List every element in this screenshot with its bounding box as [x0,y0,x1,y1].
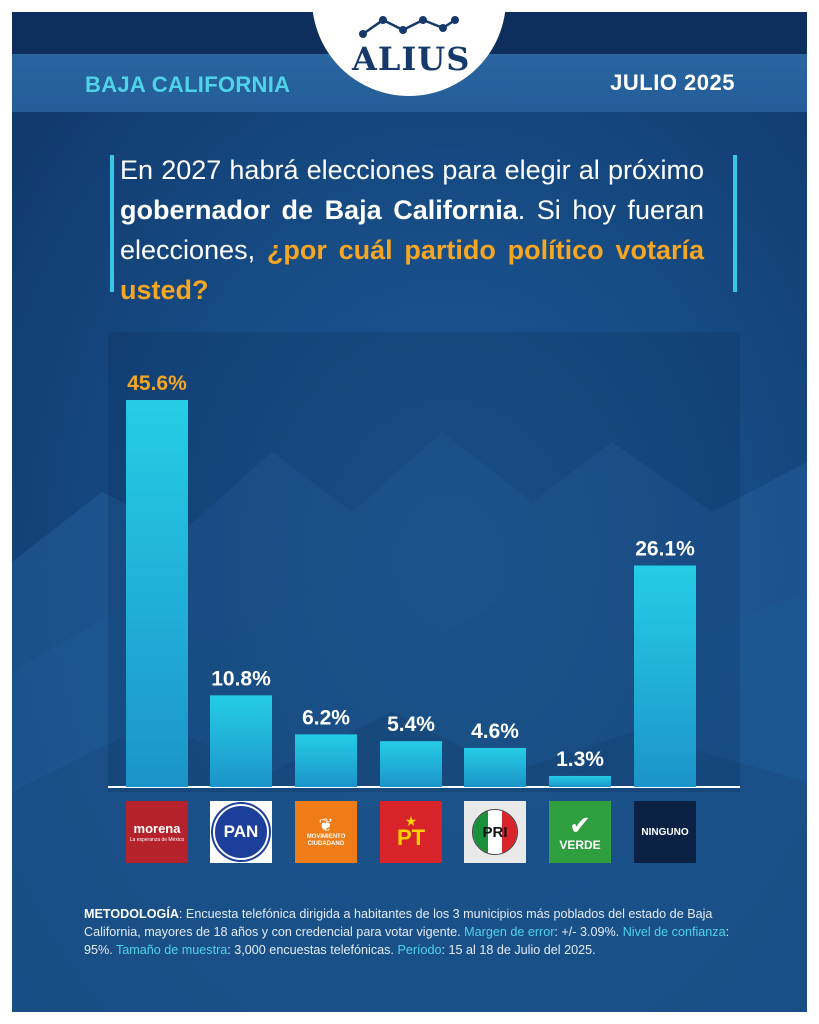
star-icon: ★ [404,813,418,829]
party-logo-pan: PAN [210,801,272,863]
party-logo-morena: morena La esperanza de México [126,801,188,863]
morena-logo-tagline: La esperanza de México [129,837,185,843]
bar-movimiento-ciudadano [295,734,357,787]
question-highlight: ¿por cuál partido político votaría usted… [120,235,704,305]
value-label-verde: 1.3% [556,748,604,771]
pri-logo-disc: PRI [472,809,518,855]
bar-verde [549,775,611,787]
pri-logo-text: PRI [482,823,508,841]
value-label-pri: 4.6% [471,720,519,743]
party-logo-movimiento-ciudadano: ❦ MOVIMIENTO CIUDADANO [295,801,357,863]
value-label-movimiento-ciudadano: 6.2% [302,706,350,729]
period-text: : 15 al 18 de Julio del 2025. [441,943,596,957]
question-part-2: . Si hoy fueran elecciones, [120,195,704,265]
survey-question: En 2027 habrá elecciones para elegir al … [120,150,704,310]
margin-key: Margen de error [464,925,555,939]
bar-ninguno [634,565,696,787]
bar-pan [210,695,272,787]
sample-text: : 3,000 encuestas telefónicas. [227,943,398,957]
value-label-pt: 5.4% [387,713,435,736]
option-ninguno: NINGUNO [634,801,696,863]
value-label-morena: 45.6% [127,372,187,395]
sample-key: Tamaño de muestra [115,943,228,957]
party-logo-verde: ✔ VERDE [549,801,611,863]
value-label-ninguno: 26.1% [635,537,695,560]
confidence-key: Nivel de confianza [622,925,726,939]
mc-logo-text: MOVIMIENTO CIUDADANO [306,834,346,847]
party-logo-pri: PRI [464,801,526,863]
party-logo-pt: ★ PT [380,801,442,863]
methodology-key: METODOLOGÍA [84,907,179,921]
confidence-text: : 95%. [84,925,730,957]
methodology-note: METODOLOGÍA: Encuesta telefónica dirigid… [84,905,736,959]
bar-pt [380,741,442,787]
methodology-text: : Encuesta telefónica dirigida a habitan… [84,907,713,939]
value-label-pan: 10.8% [211,667,271,690]
toucan-check-icon: ✔ [569,810,591,840]
bar-pri [464,747,526,787]
period-key: Período [397,943,442,957]
margin-text: : +/- 3.09%. [554,925,623,939]
region-label: BAJA CALIFORNIA [85,72,291,97]
brand-logo-mark-icon [359,16,459,38]
poster-frame: ALIUS BAJA CALIFORNIA JULIO 2025 En 2027… [12,12,807,1012]
morena-logo-text: morena [133,821,181,836]
date-label: JULIO 2025 [610,70,735,95]
bar-morena [126,400,188,787]
question-bold: gobernador de Baja California [120,195,518,225]
verde-logo-text: VERDE [559,838,601,852]
pan-logo-ring: PAN [213,804,269,860]
question-left-accent [110,155,114,292]
eagle-icon: ❦ [318,815,334,835]
bar-chart: 45.6% 10.8% 6.2% 5.4% 4.6% 1.3% 26.1% [108,372,740,788]
pt-logo-text: PT [396,825,426,850]
question-part-1: En 2027 habrá elecciones para elegir al … [120,155,704,185]
question-right-accent [733,155,737,292]
brand-logo-text: ALIUS [352,40,471,78]
